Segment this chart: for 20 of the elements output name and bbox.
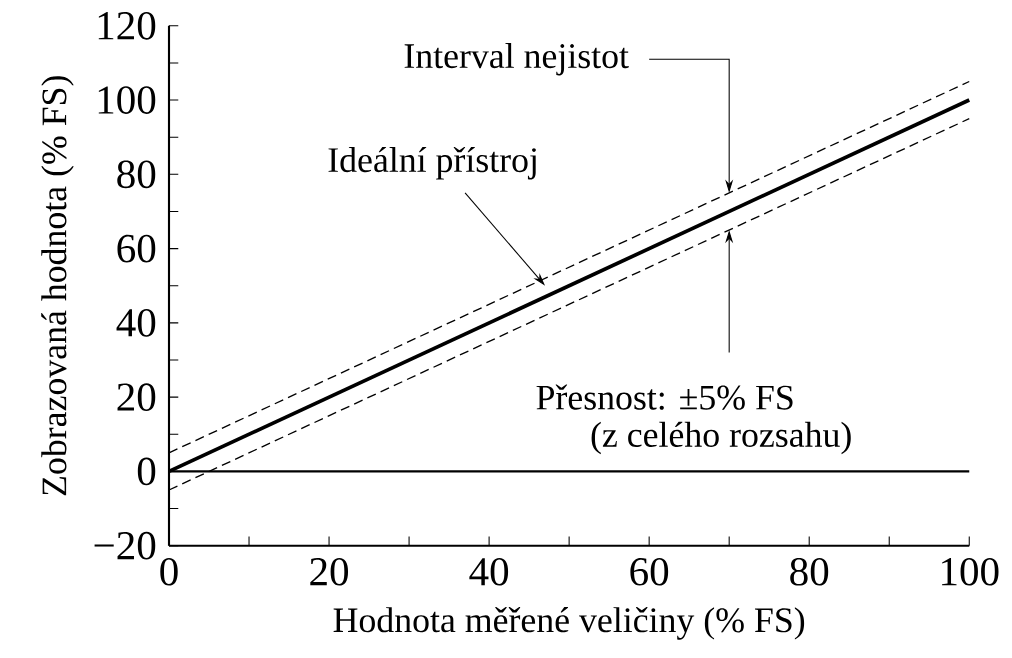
x-tick-label: 100 bbox=[942, 557, 999, 586]
y-axis-title: Zobrazovaná hodnota (% FS) bbox=[41, 76, 74, 496]
x-axis-title: Hodnota měřené veličiny (% FS) bbox=[333, 607, 805, 640]
y-tick-label: 40 bbox=[116, 308, 156, 337]
y-tick-label: 0 bbox=[137, 457, 156, 486]
x-tick-label: 0 bbox=[160, 557, 178, 586]
annotation: Interval nejistot bbox=[404, 42, 629, 76]
annotation: (z celého rozsahu) bbox=[591, 421, 851, 455]
y-tick-label: 80 bbox=[117, 160, 156, 189]
y-tick-label: 60 bbox=[117, 234, 156, 263]
x-tick-label: 60 bbox=[630, 557, 669, 586]
annotation: Ideální přístroj bbox=[328, 146, 536, 180]
x-tick-label: 80 bbox=[790, 557, 829, 586]
annotation: Přesnost: ±5% FS bbox=[536, 384, 793, 410]
x-tick-label: 20 bbox=[310, 557, 349, 586]
y-tick-label: −20 bbox=[94, 531, 156, 560]
y-tick-label: 20 bbox=[117, 383, 156, 411]
y-tick-label: 100 bbox=[98, 86, 156, 114]
x-tick-label: 40 bbox=[469, 557, 509, 586]
y-tick-label: 120 bbox=[98, 11, 156, 40]
